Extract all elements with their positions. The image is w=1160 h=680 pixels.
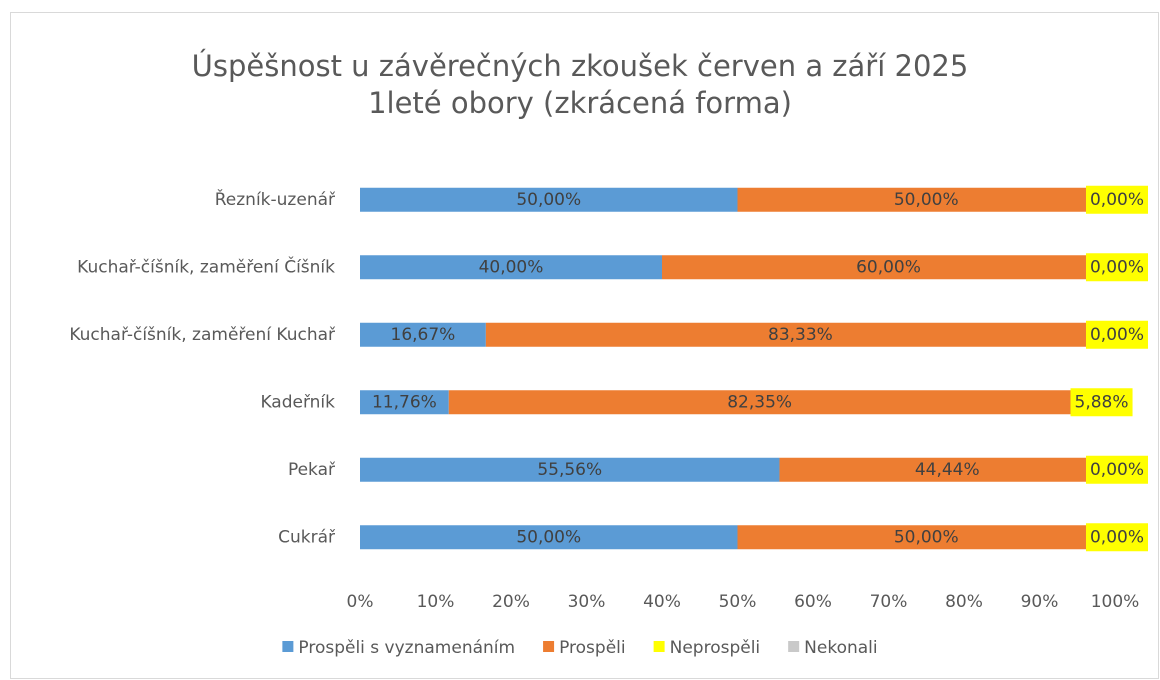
data-label: 16,67% [391, 325, 456, 345]
data-label: 82,35% [727, 392, 792, 412]
y-tick-label: Cukrář [278, 527, 336, 547]
legend-swatch [653, 641, 665, 652]
bar-segment [662, 255, 1115, 280]
bar-segment [360, 525, 738, 550]
x-tick-label: 30% [568, 592, 606, 612]
x-tick-label: 20% [492, 592, 530, 612]
x-tick-label: 60% [794, 592, 832, 612]
data-label: 55,56% [537, 460, 602, 480]
legend-swatch [543, 641, 555, 652]
data-label: 0,00% [1090, 190, 1144, 210]
data-label: 83,33% [768, 325, 833, 345]
y-tick-label: Řezník-uzenář [215, 188, 336, 210]
y-tick-label: Kuchař-číšník, zaměření Číšník [77, 255, 335, 277]
legend-label: Prospěli [559, 638, 626, 658]
bar-segment [360, 187, 738, 212]
data-label-background [1085, 320, 1148, 349]
x-tick-label: 100% [1091, 592, 1140, 612]
x-tick-label: 90% [1021, 592, 1059, 612]
data-label: 0,00% [1090, 325, 1144, 345]
data-label: 50,00% [516, 190, 581, 210]
data-label-background [1085, 455, 1148, 484]
x-tick-label: 40% [643, 592, 681, 612]
legend-label: Neprospěli [670, 638, 761, 658]
x-tick-label: 50% [719, 592, 757, 612]
legend-label: Prospěli s vyznamenáním [298, 638, 515, 658]
data-label: 50,00% [516, 527, 581, 547]
data-label: 50,00% [894, 527, 959, 547]
y-tick-label: Pekař [288, 460, 336, 480]
data-label: 0,00% [1090, 460, 1144, 480]
data-label-background [1085, 523, 1148, 552]
y-tick-label: Kadeřník [260, 392, 335, 412]
data-label: 40,00% [479, 257, 544, 277]
legend-label: Nekonali [804, 638, 877, 658]
data-label: 11,76% [372, 392, 437, 412]
data-label: 50,00% [894, 190, 959, 210]
data-label-background [1085, 253, 1148, 282]
y-tick-label: Kuchař-číšník, zaměření Kuchař [69, 325, 336, 345]
legend-swatch [788, 641, 800, 652]
chart-subtitle: 1leté obory (zkrácená forma) [368, 86, 792, 120]
bar-segment [485, 322, 1115, 347]
data-label: 5,88% [1075, 392, 1129, 412]
chart-title: Úspěšnost u závěrečných zkoušek červen a… [192, 49, 969, 83]
data-label-background [1070, 388, 1133, 417]
x-tick-label: 80% [945, 592, 983, 612]
data-label: 0,00% [1090, 257, 1144, 277]
bar-segment [360, 457, 780, 482]
bar-segment [360, 322, 486, 347]
x-tick-label: 10% [417, 592, 455, 612]
data-label-background [1085, 185, 1148, 214]
bar-segment [360, 255, 662, 280]
bar-segment [737, 187, 1115, 212]
data-label: 60,00% [856, 257, 921, 277]
x-tick-label: 0% [347, 592, 374, 612]
bar-segment [448, 390, 1071, 415]
legend-swatch [282, 641, 294, 652]
data-label: 44,44% [915, 460, 980, 480]
bar-segment [779, 457, 1115, 482]
bar-segment [737, 525, 1115, 550]
x-tick-label: 70% [870, 592, 908, 612]
bar-segment [360, 390, 449, 415]
data-label: 0,00% [1090, 527, 1144, 547]
